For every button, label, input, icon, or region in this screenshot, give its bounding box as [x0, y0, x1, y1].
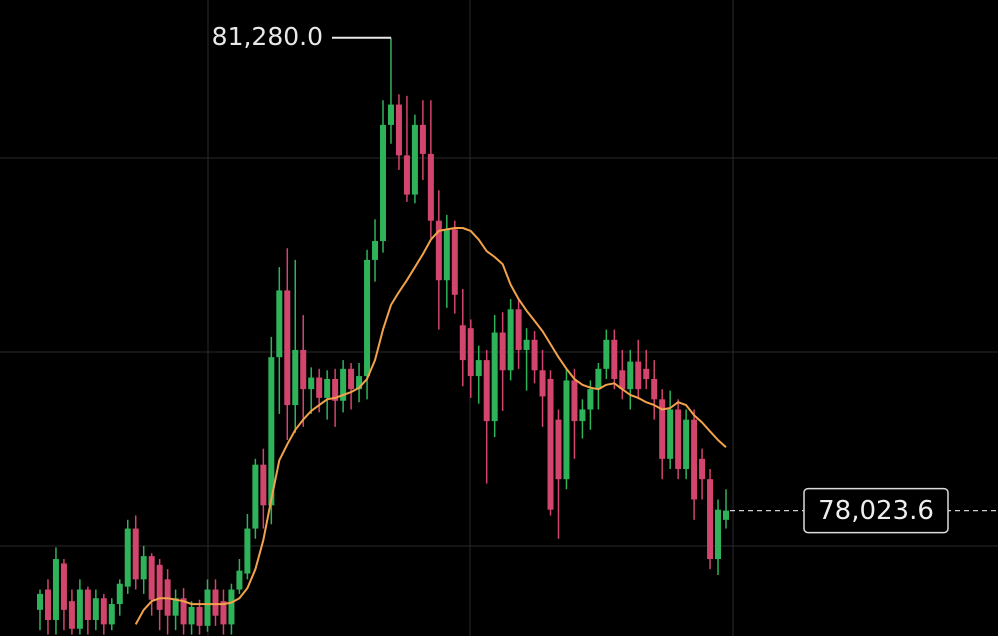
candles [37, 37, 729, 635]
candle-body [380, 124, 386, 242]
candle-body [116, 583, 123, 605]
candle-body [364, 259, 371, 377]
candle-body [180, 598, 187, 625]
candle-body [667, 409, 674, 459]
candle-body [300, 349, 307, 390]
candle-body [228, 589, 235, 625]
last-price-box [803, 487, 949, 534]
candle-body [395, 104, 402, 156]
candle-body [252, 464, 259, 529]
candle-body [611, 339, 618, 379]
candle-body [244, 528, 251, 574]
candle-body [435, 220, 442, 281]
candle-body [260, 464, 267, 506]
candle-body [555, 419, 562, 480]
candle-body [308, 377, 315, 390]
candle-body [467, 328, 474, 377]
candle-body [204, 589, 211, 626]
candle-body [523, 339, 530, 350]
candle-body [292, 349, 299, 406]
candle-body [268, 357, 275, 506]
candle-body [387, 104, 394, 125]
candle-body [403, 155, 410, 195]
candle-body [236, 570, 243, 590]
candle-body [459, 325, 466, 361]
candle-body [675, 409, 682, 470]
candle-body [643, 368, 650, 379]
candle-body [220, 601, 227, 625]
candle-body [172, 598, 179, 616]
candle-body [76, 589, 83, 629]
candle-body [595, 368, 602, 390]
candle-body [92, 598, 99, 621]
candle-body [499, 332, 506, 371]
candle-body [723, 510, 729, 520]
candle-body [188, 606, 195, 625]
candle-body [284, 290, 291, 406]
candle-body [356, 376, 363, 390]
candle-body [483, 360, 490, 422]
candle-body [52, 559, 59, 621]
candle-body [212, 589, 219, 616]
candle-body [515, 309, 522, 350]
candle-body [579, 409, 586, 422]
candle-body [715, 509, 722, 560]
candle-body [451, 229, 458, 295]
candle-body [156, 564, 163, 610]
candle-body [619, 370, 626, 390]
candle-body [348, 368, 355, 390]
candle-body [60, 563, 67, 610]
candle-body [427, 153, 434, 221]
candle-body [507, 309, 514, 371]
candle-body [196, 606, 203, 626]
candle-body [372, 241, 379, 260]
candle-body [691, 419, 698, 500]
candle-body [419, 124, 426, 154]
candle-body [84, 589, 91, 621]
last-price-label: 78,023.6 [818, 496, 934, 526]
candle-body [587, 389, 594, 410]
candle-body [100, 598, 107, 625]
candle-body [132, 528, 139, 580]
candle-body [140, 556, 147, 580]
candle-body [340, 368, 347, 401]
candle-body [316, 377, 323, 398]
candle-body [699, 458, 706, 480]
candle-body [475, 360, 482, 377]
candle-body [659, 399, 666, 459]
candle-body [651, 378, 658, 400]
candle-body [148, 556, 155, 600]
candle-body [276, 290, 283, 358]
candle-body [707, 479, 714, 560]
candle-body [491, 332, 498, 422]
candle-body [603, 339, 610, 369]
candle-body [411, 124, 418, 195]
candle-body [683, 419, 690, 470]
candle-body [531, 339, 538, 371]
candle-body [324, 378, 331, 398]
candle-body [539, 370, 546, 397]
candle-body [635, 361, 642, 390]
moving-average-line [134, 227, 727, 625]
high-label: 81,280.0 [212, 22, 323, 51]
candle-body [571, 380, 578, 422]
candle-body [627, 361, 634, 390]
candle-body [124, 528, 131, 587]
candle-body [332, 378, 339, 401]
candle-body [44, 589, 51, 621]
candle-body [563, 380, 570, 480]
candle-body [68, 601, 75, 629]
candle-body [108, 604, 115, 625]
candle-body [547, 378, 554, 510]
candle-body [443, 229, 450, 281]
candle-body [37, 593, 43, 610]
